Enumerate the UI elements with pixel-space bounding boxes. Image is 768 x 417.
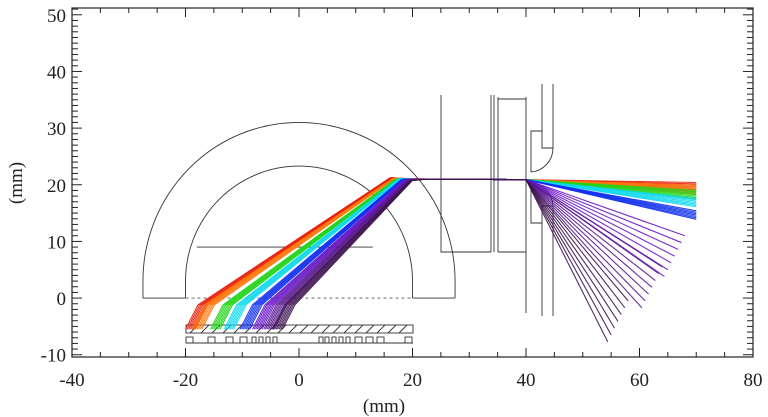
electrode-pad xyxy=(258,336,264,344)
x-tick-label: 60 xyxy=(630,370,649,391)
y-tick-label: 0 xyxy=(57,289,67,310)
electrode-pad xyxy=(239,336,248,344)
hatch-line xyxy=(332,324,342,334)
hatch-line xyxy=(233,324,243,334)
hatch-line xyxy=(387,324,397,334)
outer-hemisphere xyxy=(142,122,456,299)
electrode-pad xyxy=(354,336,363,344)
x-tick-label: 80 xyxy=(744,370,763,391)
electrode-pad xyxy=(225,336,234,344)
y-tick-label: 50 xyxy=(47,6,66,27)
y-tick-label: -10 xyxy=(41,346,66,367)
electrode-pad xyxy=(345,336,351,344)
electrode-pad xyxy=(207,336,216,344)
x-tick-label: -20 xyxy=(173,370,198,391)
hatch-line xyxy=(310,324,320,334)
x-tick-label: 40 xyxy=(517,370,536,391)
ray-bundles xyxy=(185,176,697,342)
tick-labels: -40 -20 0 20 40 60 80 -10 0 10 20 30 40 50 xyxy=(41,6,763,391)
hatch-line xyxy=(354,324,364,334)
electrode-pad xyxy=(272,336,278,344)
electrode-pad xyxy=(324,336,330,344)
electrode-pad xyxy=(338,336,344,344)
lens-box xyxy=(498,97,527,313)
electrode-pad xyxy=(331,336,337,344)
hatch-line xyxy=(398,324,408,334)
x-axis-title: (mm) xyxy=(363,396,405,417)
electrode-pad xyxy=(265,336,271,344)
electrode-pad xyxy=(365,336,374,344)
y-tick-label: 30 xyxy=(47,119,66,140)
electrode-pad xyxy=(376,336,385,344)
ray xyxy=(281,178,609,342)
hatch-line xyxy=(200,324,210,334)
hatch-line xyxy=(244,324,254,334)
ray-bundle xyxy=(272,178,629,342)
electrode-pad xyxy=(404,336,413,344)
electrode-pad xyxy=(185,336,194,344)
hatch-line xyxy=(365,324,375,334)
hatch-line xyxy=(376,324,386,334)
lens-plates xyxy=(440,95,499,253)
electrode-pad xyxy=(318,336,324,344)
x-tick-label: 20 xyxy=(403,370,422,391)
y-tick-label: 20 xyxy=(47,176,66,197)
axes xyxy=(71,7,754,358)
x-tick-label: 0 xyxy=(294,370,304,391)
hatch-line xyxy=(343,324,353,334)
hatch-line xyxy=(299,324,309,334)
upper-aperture xyxy=(530,84,554,173)
inner-hemisphere xyxy=(185,165,413,299)
y-tick-label: 10 xyxy=(47,232,66,253)
hatch-line xyxy=(321,324,331,334)
x-tick-label: -40 xyxy=(59,370,84,391)
hatch-line xyxy=(288,324,298,334)
y-axis-title: (mm) xyxy=(6,162,27,204)
electrode-pad xyxy=(251,336,257,344)
y-tick-label: 40 xyxy=(47,62,66,83)
